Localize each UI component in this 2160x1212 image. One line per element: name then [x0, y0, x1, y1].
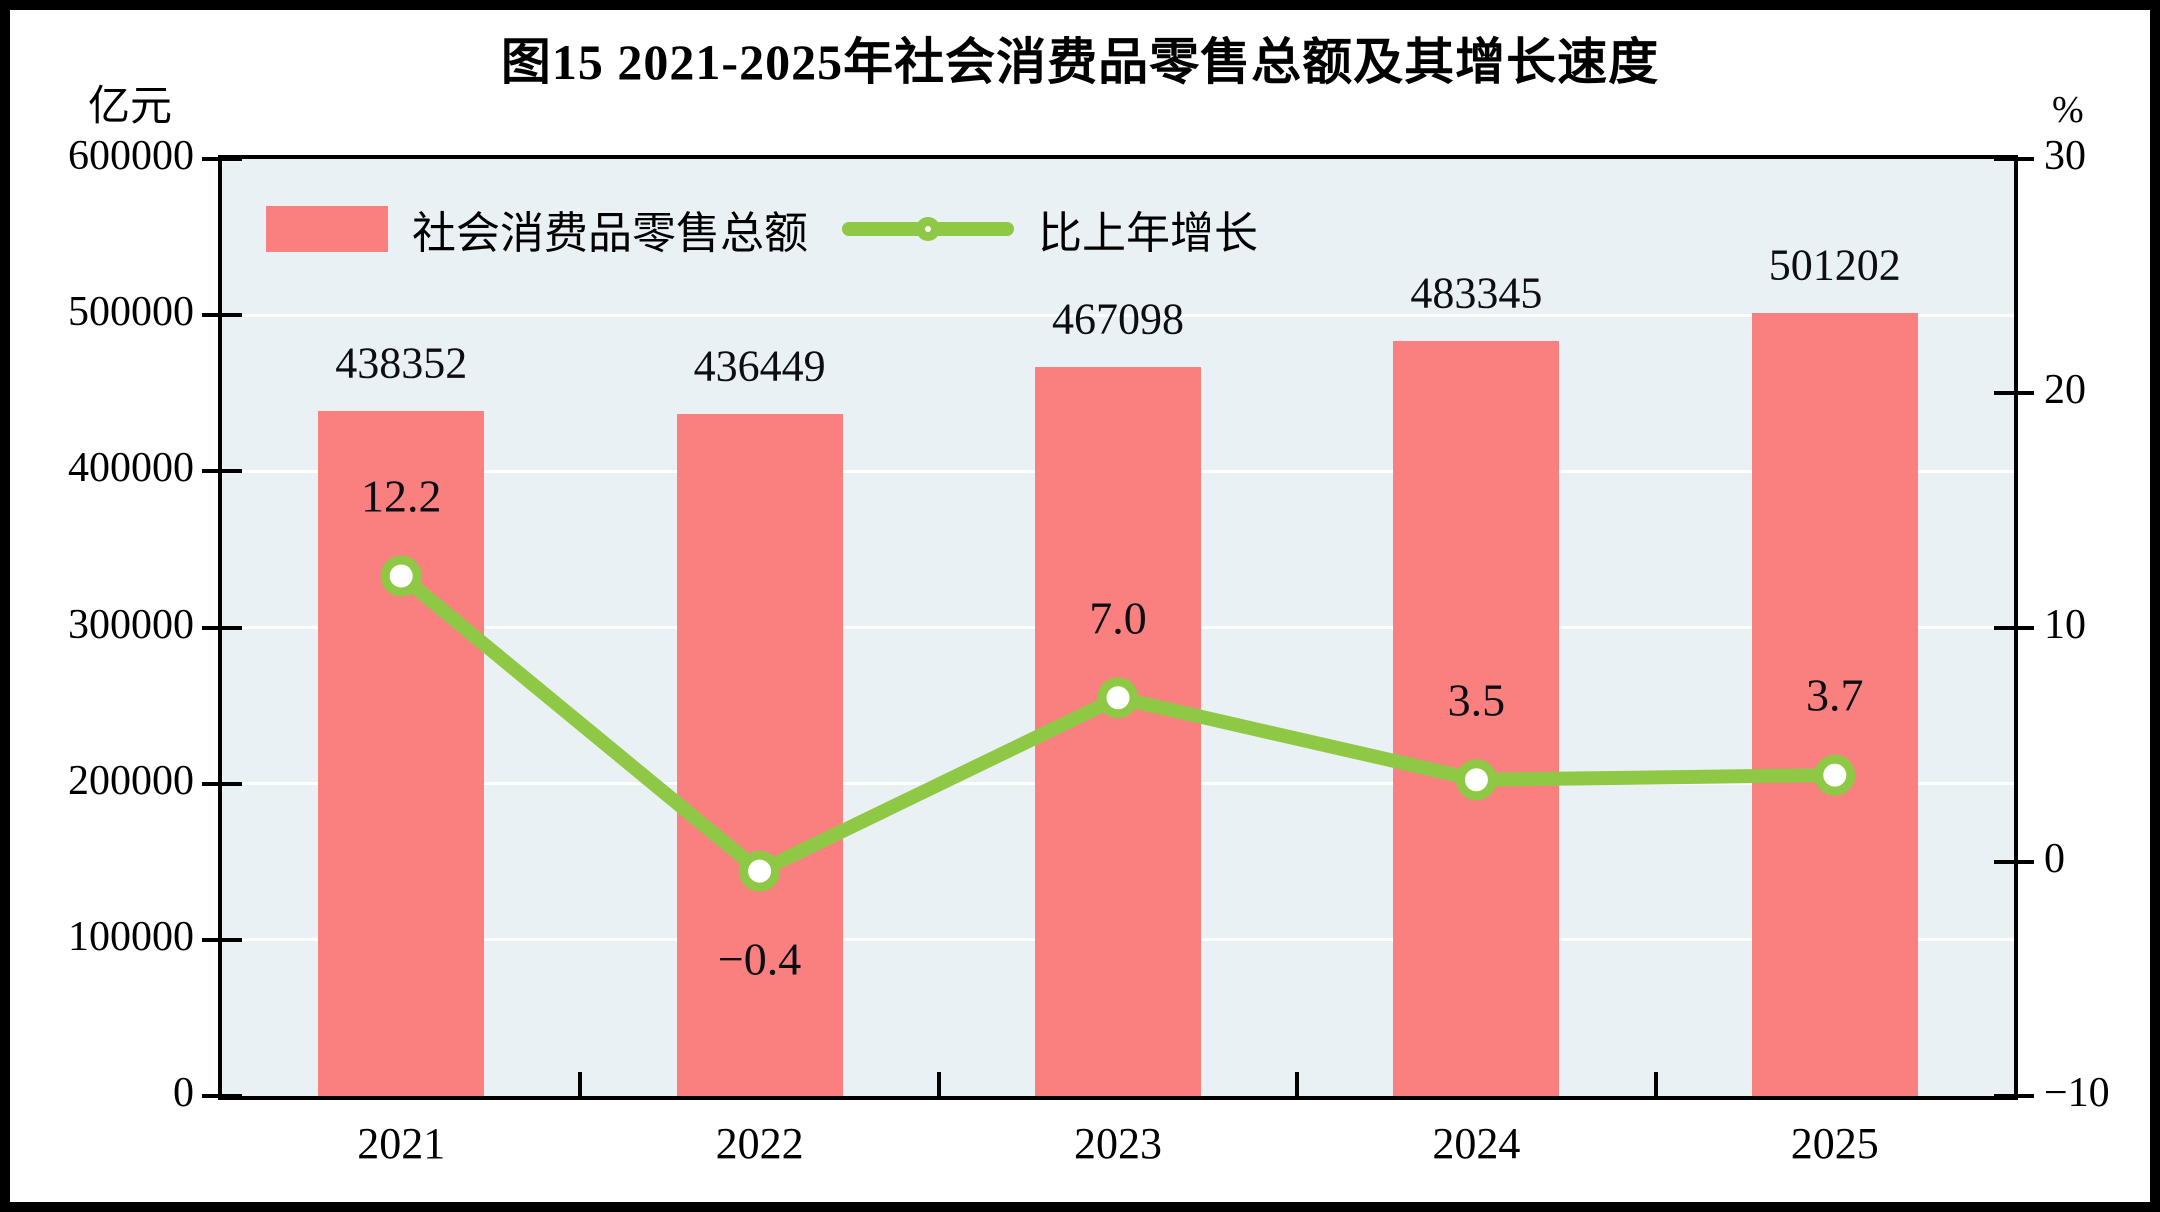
right-axis-unit-label: %: [2052, 89, 2084, 131]
left-axis-tick: [202, 313, 242, 318]
left-axis-tick-label: 300000: [68, 601, 194, 648]
x-axis-year-label: 2024: [1432, 1119, 1521, 1168]
line-value-label: 7.0: [1089, 592, 1147, 644]
right-axis-tick-label: 10: [2044, 601, 2086, 648]
bar-value-label: 438352: [335, 338, 468, 388]
line-series-marker-icon: [842, 217, 1014, 241]
bar-2021: [318, 411, 485, 1096]
bar-2022: [676, 414, 843, 1096]
bar-value-label: 501202: [1768, 240, 1901, 290]
bar-2024: [1393, 341, 1560, 1096]
line-value-label: 3.7: [1806, 669, 1864, 721]
left-axis-tick-label: 600000: [68, 133, 194, 179]
left-axis-tick-label: 500000: [68, 289, 194, 336]
x-axis-year-label: 2023: [1074, 1119, 1162, 1168]
legend-item-bar-series: 社会消费品零售总额: [266, 197, 808, 261]
right-axis-tick-label: 20: [2044, 367, 2086, 414]
left-axis-tick-label: 0: [173, 1070, 194, 1116]
bar-value-label: 483345: [1410, 268, 1543, 318]
legend-label-line-series: 比上年增长: [1038, 209, 1258, 258]
data-point-marker-icon: [739, 850, 781, 892]
x-axis-boundary-tick: [936, 1072, 941, 1096]
line-value-label: 12.2: [360, 470, 442, 522]
x-axis-year-label: 2022: [715, 1119, 804, 1168]
bar-2025: [1751, 313, 1918, 1096]
right-axis-tick: [1994, 1094, 2034, 1098]
right-axis-tick: [1994, 859, 2034, 864]
bar-value-label: 436449: [693, 341, 826, 391]
legend-item-line-series: 比上年增长: [842, 197, 1258, 261]
x-axis-boundary-tick: [1295, 1072, 1300, 1096]
left-axis-tick: [202, 625, 242, 630]
left-axis-tick: [202, 1094, 242, 1098]
x-axis-year-label: 2025: [1790, 1119, 1879, 1168]
left-axis-tick: [202, 157, 242, 161]
left-axis-unit-label: 亿元: [87, 84, 172, 130]
left-axis-tick-label: 200000: [68, 757, 194, 804]
open-circle-marker-icon: [916, 217, 940, 241]
gridline: [222, 313, 2014, 317]
left-axis-tick: [202, 937, 242, 942]
left-axis-tick: [202, 469, 242, 474]
chart-legend: 社会消费品零售总额 比上年增长: [266, 197, 1258, 261]
left-axis-tick: [202, 781, 242, 786]
x-axis-boundary-tick: [1653, 1072, 1658, 1096]
bar-value-label: 467098: [1052, 294, 1184, 344]
line-value-label: −0.4: [717, 933, 802, 985]
right-axis-tick-label: 30: [2044, 133, 2086, 179]
legend-label-bar-series: 社会消费品零售总额: [412, 209, 808, 258]
right-axis-tick-label: 0: [2044, 835, 2065, 882]
data-point-marker-icon: [1814, 754, 1856, 796]
left-axis-tick-label: 100000: [68, 913, 194, 960]
data-point-marker-icon: [380, 555, 422, 597]
data-point-marker-icon: [1455, 759, 1497, 801]
bar-series-swatch-icon: [266, 206, 388, 252]
right-axis-tick: [1994, 625, 2034, 630]
x-axis-boundary-tick: [578, 1072, 583, 1096]
growth-line-chart: [380, 555, 1856, 892]
right-axis-tick-label: −10: [2044, 1070, 2110, 1116]
data-point-marker-icon: [1097, 677, 1139, 719]
plot-area: 社会消费品零售总额 比上年增长 438352 436449 467098 483345…: [218, 155, 2018, 1100]
x-axis-year-label: 2021: [357, 1119, 446, 1168]
left-axis-tick-label: 400000: [68, 445, 194, 492]
right-axis-tick: [1994, 157, 2034, 161]
chart-title: 图15 2021-2025年社会消费品零售总额及其增长速度: [500, 34, 1660, 90]
line-value-label: 3.5: [1447, 674, 1506, 726]
right-axis-tick: [1994, 391, 2034, 396]
